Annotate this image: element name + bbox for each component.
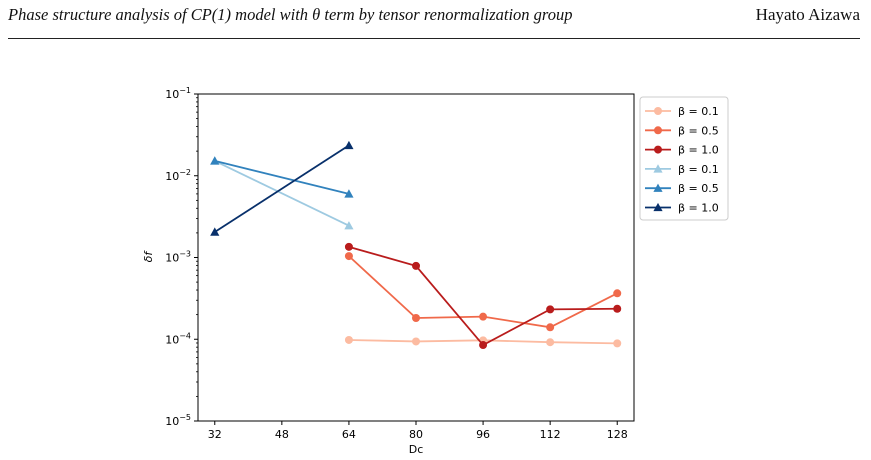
x-tick-label: 112 <box>540 428 561 441</box>
legend-label: β = 0.1 <box>678 105 719 118</box>
data-point-circle <box>546 305 555 314</box>
data-point-circle <box>344 242 353 251</box>
data-point-circle <box>654 145 662 154</box>
legend: β = 0.1 β = 0.5 β = 1.0 β = 0.1 β = 0.5 β = 1… <box>639 96 729 221</box>
data-point-triangle <box>344 140 354 150</box>
x-tick-label: 32 <box>208 428 222 441</box>
series-line <box>214 160 350 227</box>
paper-title: Phase structure analysis of CP(1) model … <box>8 5 573 24</box>
data-point-circle <box>546 323 555 332</box>
legend-item: β = 0.5 <box>645 182 719 195</box>
x-tick-label: 128 <box>607 428 628 441</box>
paper-author: Hayato Aizawa <box>755 5 860 24</box>
x-tick-label: 80 <box>409 428 423 441</box>
legend-label: β = 0.5 <box>678 124 719 137</box>
series-line <box>214 160 350 195</box>
series-layer <box>210 140 622 350</box>
y-axis-label: δf <box>142 250 155 263</box>
x-tick-label: 48 <box>275 428 289 441</box>
legend-item: β = 0.1 <box>645 163 719 176</box>
y-tick-label: 10−3 <box>165 250 191 265</box>
y-tick-label: 10−4 <box>165 331 191 346</box>
data-point-triangle <box>653 164 663 173</box>
y-tick-label: 10−2 <box>165 168 191 183</box>
y-tick-label: 10−1 <box>165 86 191 101</box>
plot-frame <box>197 93 635 422</box>
series-circle-1.0 <box>344 242 622 350</box>
legend-item: β = 1.0 <box>645 144 719 157</box>
legend-label: β = 1.0 <box>678 202 719 215</box>
data-point-circle <box>412 337 420 346</box>
series-triangle-0.1 <box>210 156 354 230</box>
x-tick-label: 64 <box>342 428 356 441</box>
x-axis-label: Dc <box>409 443 424 456</box>
data-point-triangle <box>210 156 220 165</box>
data-point-circle <box>613 289 622 298</box>
series-line <box>348 245 618 347</box>
x-tick-label: 96 <box>476 428 490 441</box>
data-point-circle <box>654 126 662 135</box>
series-circle-0.5 <box>344 252 622 332</box>
legend-label: β = 0.5 <box>678 182 719 195</box>
x-axis-ticks: 32 48 64 80 96 112 128 <box>208 421 628 441</box>
legend-item: β = 0.1 <box>645 105 719 118</box>
data-point-triangle <box>653 202 663 212</box>
data-point-circle <box>344 252 353 261</box>
data-point-triangle <box>344 189 354 198</box>
running-header: Phase structure analysis of CP(1) model … <box>8 0 860 39</box>
data-point-circle <box>479 341 488 350</box>
data-point-triangle <box>210 227 220 236</box>
legend-item: β = 1.0 <box>645 202 719 215</box>
data-point-circle <box>654 107 662 115</box>
legend-frame <box>639 96 729 221</box>
data-point-circle <box>344 335 353 344</box>
series-triangle-0.5 <box>210 156 354 198</box>
series-line <box>214 144 350 233</box>
data-point-circle <box>613 339 622 348</box>
legend-label: β = 1.0 <box>678 144 719 157</box>
data-point-circle <box>412 313 420 322</box>
legend-item: β = 0.5 <box>645 124 719 137</box>
data-point-triangle <box>653 183 663 192</box>
y-tick-label: 10−5 <box>165 413 191 428</box>
data-point-triangle <box>344 221 354 230</box>
data-point-circle <box>479 312 488 321</box>
y-axis-ticks: 10−5 10−4 10−3 10−2 10−1 <box>165 86 198 428</box>
legend-label: β = 0.1 <box>678 163 719 176</box>
data-point-circle <box>546 338 555 347</box>
data-point-circle <box>412 261 420 270</box>
series-triangle-1.0 <box>210 140 354 236</box>
data-point-circle <box>613 304 622 313</box>
